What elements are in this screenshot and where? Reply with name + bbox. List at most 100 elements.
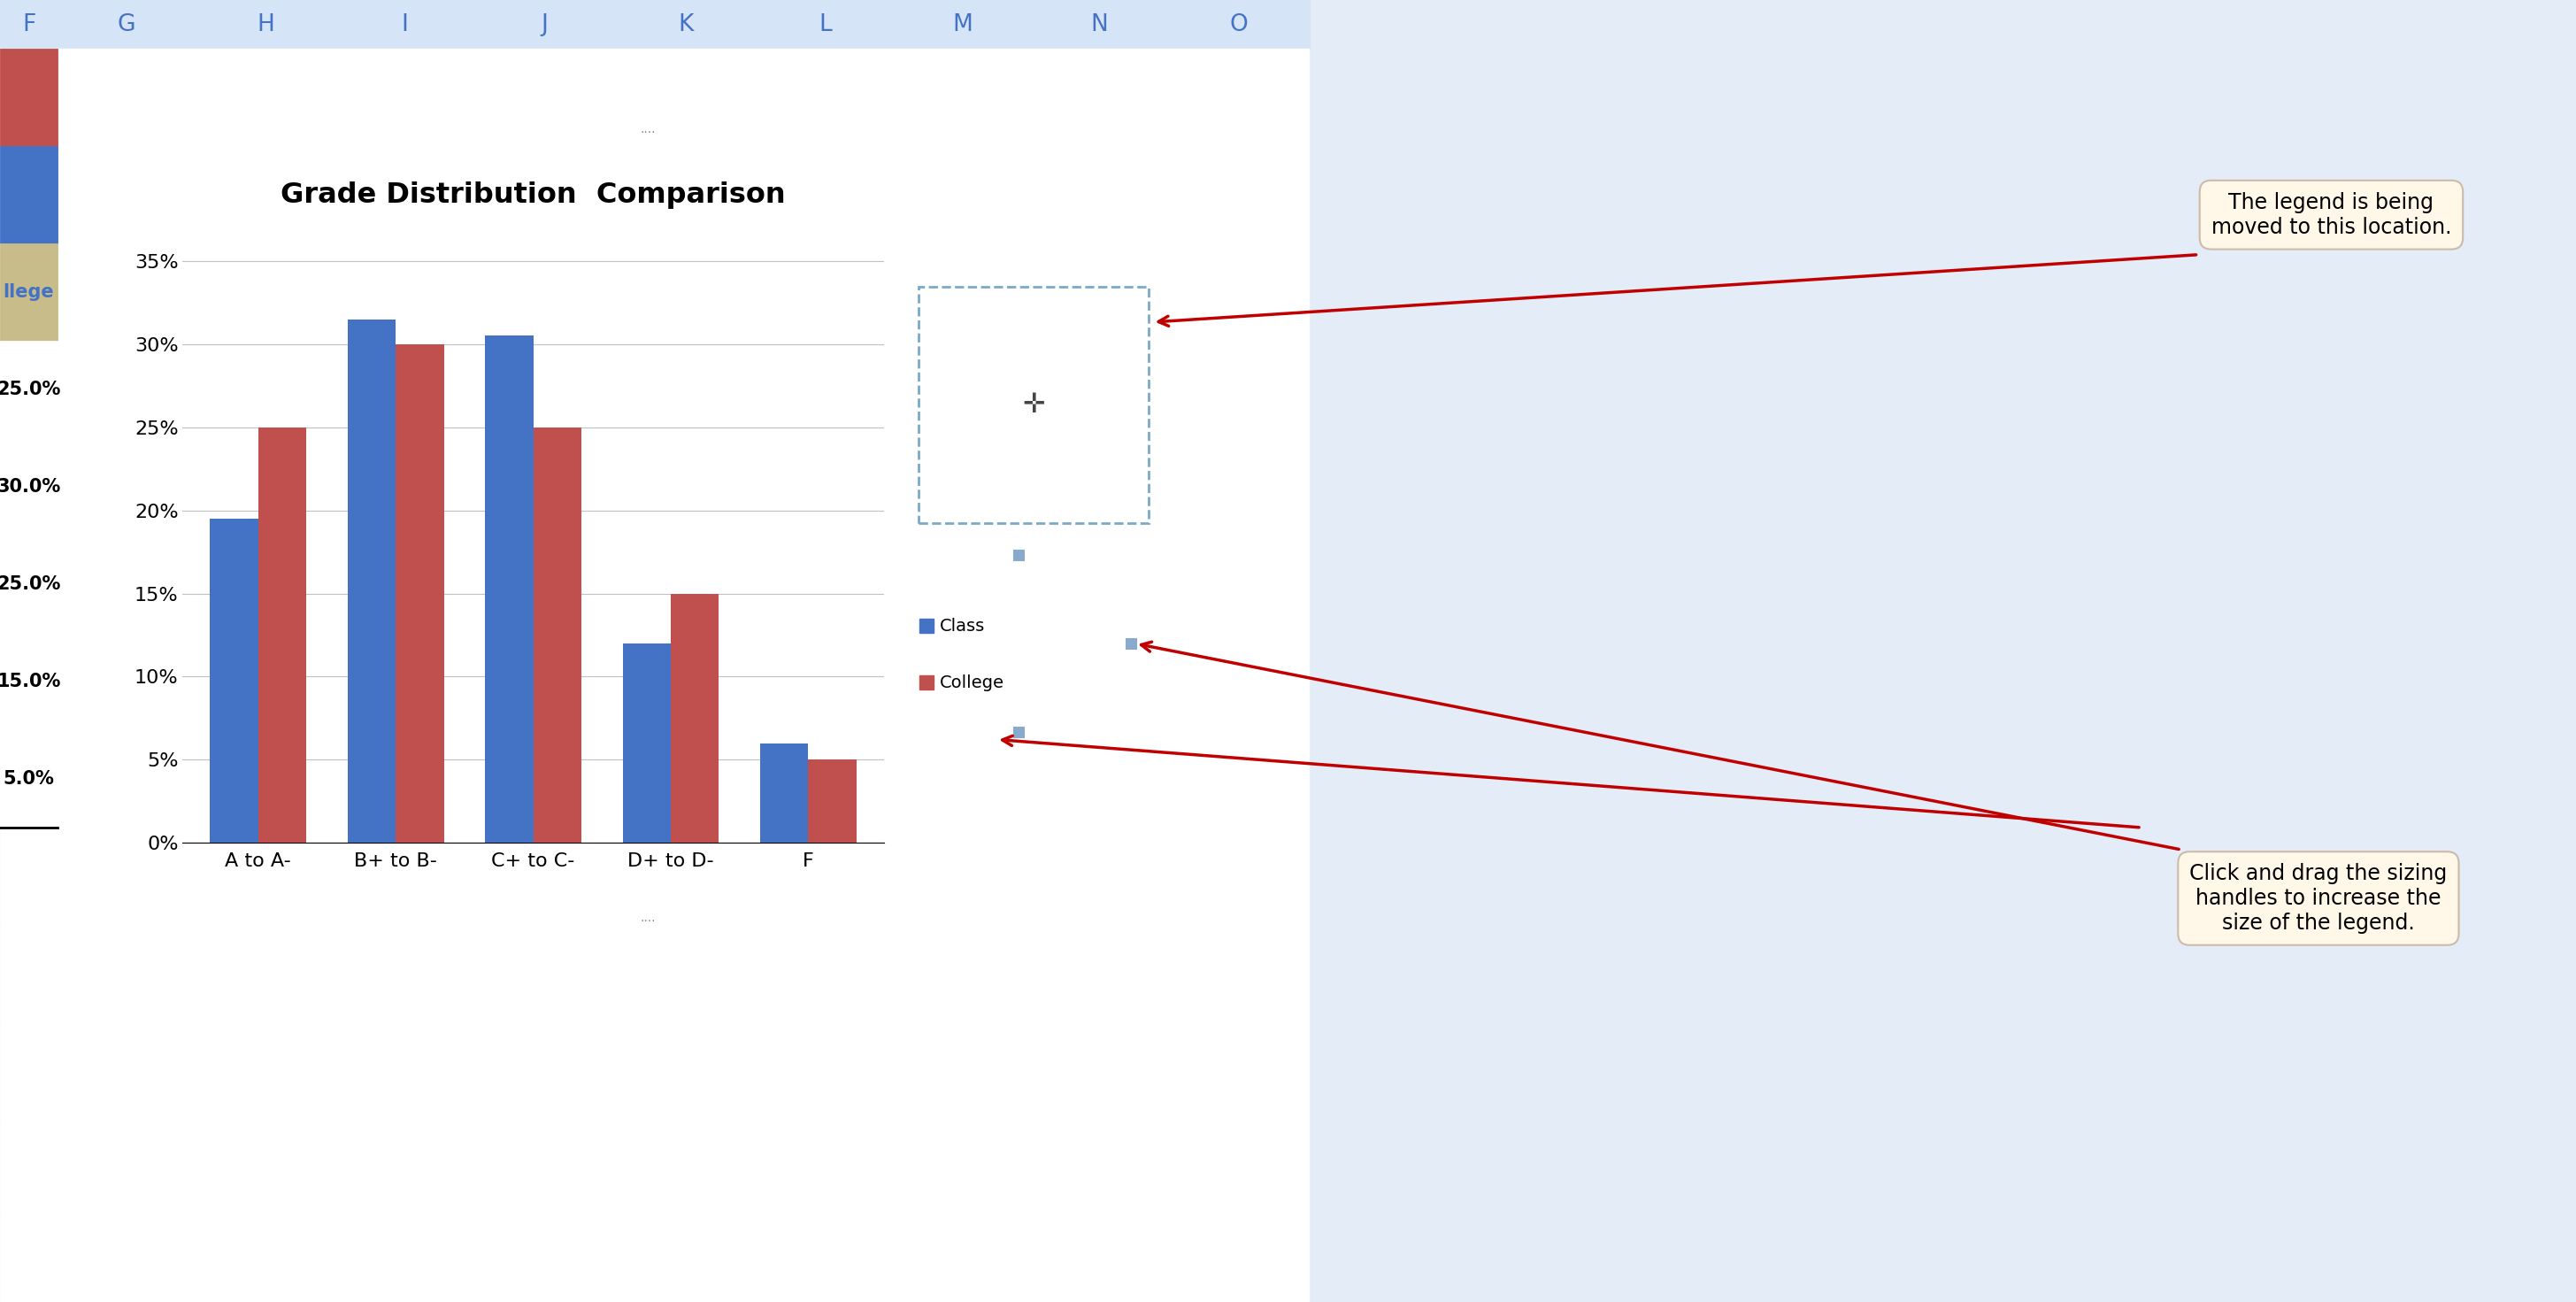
Bar (1167, 1217, 1309, 1302)
Bar (196, 146, 337, 243)
Bar (760, 743, 809, 842)
Bar (196, 633, 337, 730)
Bar (337, 535, 474, 633)
Bar (757, 1022, 894, 1120)
Bar (337, 0, 474, 48)
Bar (474, 730, 616, 828)
Bar (57, 146, 196, 243)
Bar (616, 341, 757, 439)
Bar (258, 427, 307, 842)
Bar (894, 633, 1030, 730)
Bar (474, 1217, 616, 1302)
Bar (809, 760, 855, 842)
Circle shape (1123, 547, 1139, 562)
Bar (0, 0, 57, 48)
Bar (57, 924, 196, 1022)
Bar (623, 643, 670, 842)
Text: ....: .... (641, 122, 657, 135)
Bar (757, 146, 894, 243)
Text: F: F (23, 13, 36, 36)
Bar (1030, 730, 1167, 828)
Bar (337, 439, 474, 535)
Bar (894, 1120, 1030, 1217)
Bar (474, 924, 616, 1022)
Bar (616, 1120, 757, 1217)
Bar (57, 48, 196, 146)
Bar (57, 1120, 196, 1217)
Bar (474, 243, 616, 341)
Circle shape (899, 724, 914, 741)
Bar (57, 1217, 196, 1302)
Text: Class: Class (940, 617, 984, 634)
Bar (1126, 638, 1136, 648)
Bar (1167, 535, 1309, 633)
Bar (894, 1217, 1030, 1302)
Text: L: L (819, 13, 832, 36)
Bar (616, 243, 757, 341)
Bar (348, 319, 397, 842)
Bar (757, 0, 894, 48)
Bar (1167, 1120, 1309, 1217)
Bar (474, 1022, 616, 1120)
Bar (337, 924, 474, 1022)
Bar (0, 1120, 57, 1217)
Bar (894, 1022, 1030, 1120)
Bar (0, 828, 57, 924)
Bar (0, 243, 57, 341)
Bar (616, 924, 757, 1022)
Bar (196, 1120, 337, 1217)
Bar (616, 730, 757, 828)
Bar (0, 730, 57, 828)
Bar (1167, 341, 1309, 439)
Bar (397, 344, 443, 842)
Bar (616, 535, 757, 633)
Text: 30.0%: 30.0% (0, 478, 62, 496)
Title: Grade Distribution  Comparison: Grade Distribution Comparison (281, 181, 786, 208)
Bar (196, 243, 337, 341)
Text: 25.0%: 25.0% (0, 380, 62, 398)
Bar (337, 828, 474, 924)
Bar (337, 341, 474, 439)
Bar (196, 341, 337, 439)
Bar (474, 341, 616, 439)
Bar (1030, 341, 1167, 439)
Bar (907, 555, 1131, 733)
Text: J: J (541, 13, 549, 36)
Bar (1030, 828, 1167, 924)
Bar (474, 0, 616, 48)
Bar (337, 633, 474, 730)
Bar (1167, 633, 1309, 730)
Bar (533, 427, 582, 842)
Bar (474, 48, 616, 146)
Text: The legend is being
moved to this location.: The legend is being moved to this locati… (2210, 191, 2452, 238)
Bar (616, 1022, 757, 1120)
Bar (894, 146, 1030, 243)
Text: K: K (677, 13, 693, 36)
Bar (57, 341, 196, 439)
Bar (894, 0, 1030, 48)
Text: G: G (116, 13, 134, 36)
Text: Click and drag the sizing
handles to increase the
size of the legend.: Click and drag the sizing handles to inc… (2190, 863, 2447, 934)
Bar (1030, 0, 1167, 48)
Bar (57, 1022, 196, 1120)
Bar (616, 439, 757, 535)
Bar (474, 1120, 616, 1217)
Bar (196, 48, 337, 146)
Bar (1167, 0, 1309, 48)
Bar (616, 1217, 757, 1302)
Bar (616, 0, 757, 48)
Bar (894, 439, 1030, 535)
Bar (337, 1022, 474, 1120)
Bar (196, 439, 337, 535)
Bar (894, 48, 1030, 146)
Bar (196, 535, 337, 633)
Bar (1012, 549, 1025, 560)
Bar (0, 633, 57, 730)
Bar (57, 439, 196, 535)
Bar (1030, 1120, 1167, 1217)
Bar (57, 243, 196, 341)
Bar (0, 341, 57, 439)
Circle shape (1010, 724, 1028, 741)
Bar (0, 1217, 57, 1302)
Bar (616, 146, 757, 243)
